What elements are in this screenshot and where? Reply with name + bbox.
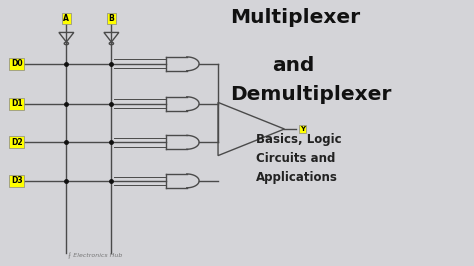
Text: D3: D3 xyxy=(11,176,22,185)
Text: D2: D2 xyxy=(11,138,22,147)
Text: B: B xyxy=(109,14,114,23)
Text: D1: D1 xyxy=(11,99,22,108)
Text: Multiplexer: Multiplexer xyxy=(230,8,360,27)
Text: A: A xyxy=(64,14,69,23)
Text: D0: D0 xyxy=(11,59,22,68)
Text: Basics, Logic
Circuits and
Applications: Basics, Logic Circuits and Applications xyxy=(256,133,342,184)
Text: Demultiplexer: Demultiplexer xyxy=(230,85,391,104)
Text: and: and xyxy=(273,56,315,75)
Text: Y: Y xyxy=(300,126,305,132)
Text: ⨏ Electronics Hub: ⨏ Electronics Hub xyxy=(68,253,122,259)
